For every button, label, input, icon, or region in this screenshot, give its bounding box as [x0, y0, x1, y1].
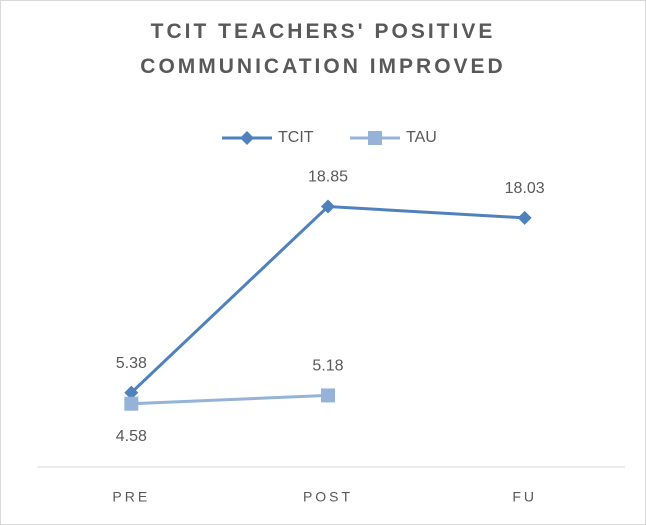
x-tick-label: POST	[303, 489, 353, 505]
marker	[321, 199, 335, 214]
marker	[124, 385, 139, 400]
x-tick-label: PRE	[112, 489, 150, 505]
legend-marker	[240, 131, 254, 145]
marker	[321, 388, 335, 403]
x-tick-label: FU	[512, 489, 537, 505]
legend-marker	[368, 131, 382, 145]
data-label: 18.85	[308, 169, 348, 186]
legend-label: TAU	[406, 129, 437, 146]
chart-title: TCIT TEACHERS' POSITIVE COMMUNICATION IM…	[140, 20, 506, 78]
data-label: 4.58	[116, 428, 147, 445]
data-label: 18.03	[505, 180, 545, 197]
legend-label: TCIT	[278, 129, 314, 146]
series-line	[131, 393, 329, 406]
marker	[124, 396, 139, 411]
data-label: 5.18	[312, 358, 343, 375]
marker	[517, 210, 532, 225]
data-label: 5.38	[116, 355, 147, 372]
